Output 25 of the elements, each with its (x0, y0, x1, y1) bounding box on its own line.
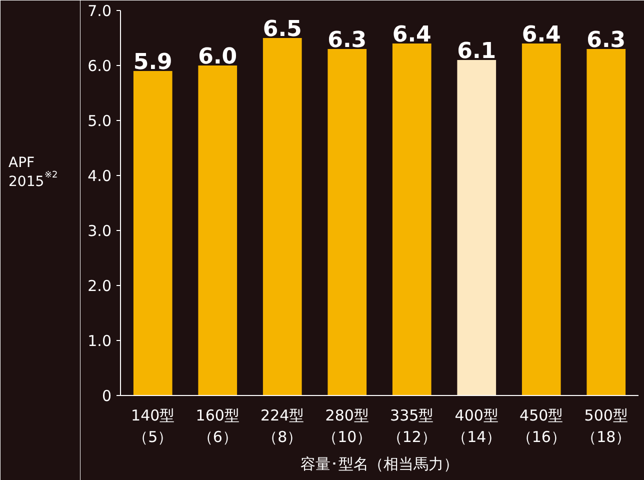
x-tick-label: 335型（12） (387, 406, 436, 446)
x-tick-label: 280型（10） (322, 406, 372, 446)
y-tick-label: 0 (102, 387, 112, 405)
data-label: 5.9 (133, 50, 172, 75)
y-tick-label: 3.0 (88, 222, 112, 240)
data-label: 6.0 (198, 44, 238, 70)
data-label: 6.4 (392, 22, 432, 48)
data-label: 6.3 (328, 28, 367, 53)
data-label: 6.5 (262, 17, 302, 42)
y-tick-label: 7.0 (88, 2, 112, 20)
y-tick-label: 6.0 (88, 57, 112, 75)
x-tick-label: 450型（16） (516, 406, 566, 446)
x-tick-label: 224型（8） (260, 406, 304, 446)
y-tick-label: 1.0 (88, 332, 112, 350)
data-label: 6.1 (457, 39, 496, 64)
data-label: 6.4 (522, 22, 561, 48)
x-tick-label: 160型（6） (196, 406, 240, 446)
x-tick-label: 400型（14） (452, 406, 502, 446)
y-tick-label: 4.0 (88, 167, 112, 185)
x-axis-title: 容量･型名（相当馬力） (300, 455, 458, 474)
x-tick-label: 140型（5） (131, 406, 175, 446)
x-tick-label: 500型（18） (582, 406, 631, 446)
y-tick-label: 5.0 (88, 112, 112, 130)
data-label: 6.3 (586, 28, 626, 53)
y-tick-label: 2.0 (88, 277, 112, 295)
